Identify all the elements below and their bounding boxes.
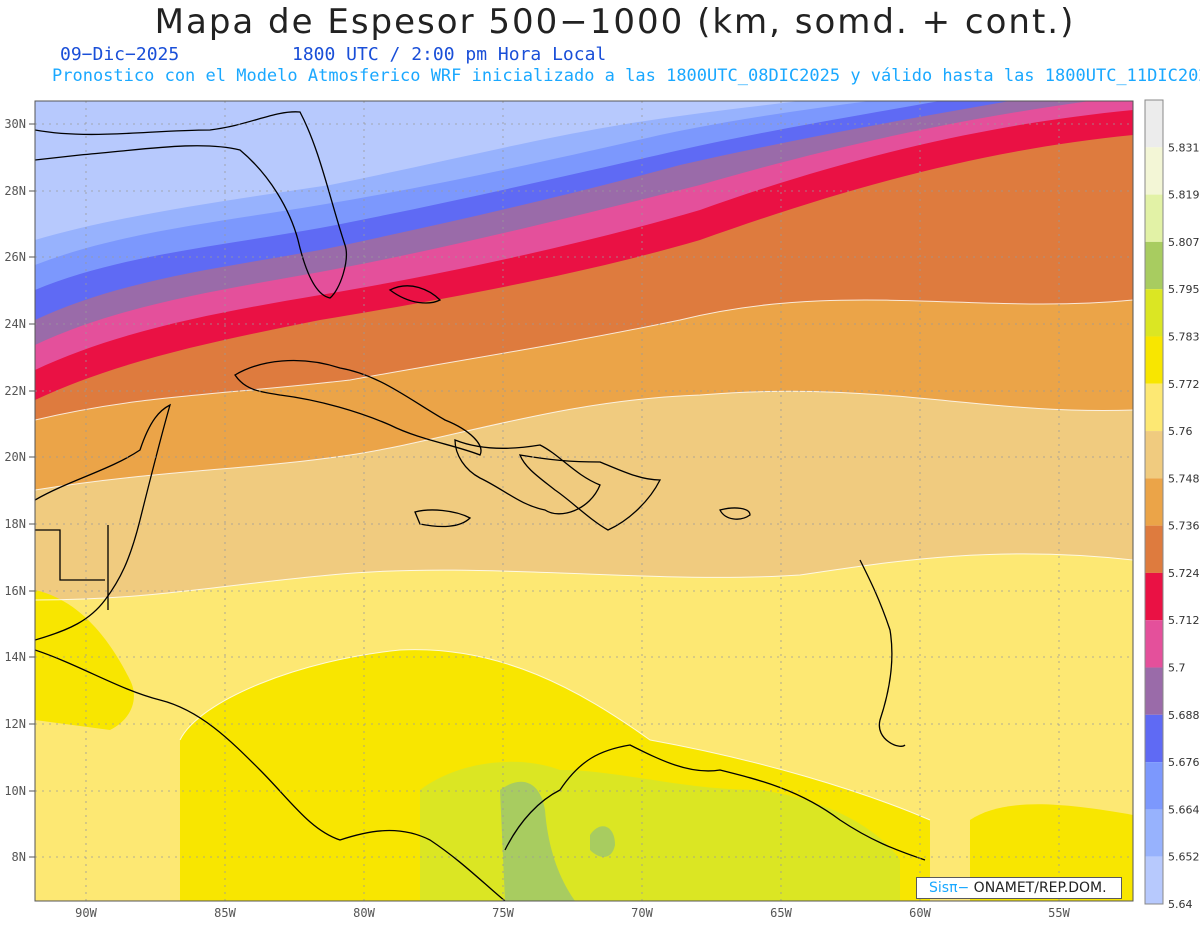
lon-label: 55W: [1048, 906, 1070, 920]
colorbar-swatch: [1145, 100, 1163, 148]
latitude-ticks: [29, 123, 35, 858]
colorbar-swatch: [1145, 431, 1163, 479]
lon-label: 70W: [631, 906, 653, 920]
colorbar-swatch: [1145, 809, 1163, 857]
colorbar-swatch: [1145, 762, 1163, 810]
forecast-date: 09−Dic−2025: [60, 44, 180, 65]
colorbar-level-label: 5.688: [1168, 709, 1200, 722]
colorbar-level-label: 5.64: [1168, 898, 1193, 911]
map-title: Mapa de Espesor 500−1000 (km, somd. + co…: [154, 2, 1076, 42]
colorbar-level-label: 5.772: [1168, 378, 1200, 391]
lon-label: 65W: [770, 906, 792, 920]
lat-label: 20N: [4, 450, 26, 464]
colorbar-swatch: [1145, 620, 1163, 668]
colorbar-swatch: [1145, 241, 1163, 290]
colorbar-level-label: 5.676: [1168, 756, 1200, 769]
colorbar-swatch: [1145, 525, 1163, 573]
colorbar-level-label: 5.712: [1168, 614, 1200, 627]
gridlines: [35, 101, 1133, 901]
credit-box: Sisπ− ONAMET/REP.DOM.: [916, 877, 1122, 899]
colorbar-swatch: [1145, 667, 1163, 715]
colorbar: 5.831 5.819 5.807 5.795 5.783 5.772 5.76 5.748 5…: [1144, 99, 1200, 911]
latitude-axis: 30N 28N 26N 24N 22N 20N 18N 16N 14N 12N …: [4, 117, 26, 864]
lat-label: 24N: [4, 317, 26, 331]
colorbar-swatch: [1145, 714, 1163, 763]
colorbar-level-label: 5.76: [1168, 425, 1193, 438]
colorbar-swatch: [1145, 289, 1163, 337]
colorbar-level-label: 5.7: [1168, 662, 1186, 675]
colorbar-level-label: 5.724: [1168, 567, 1200, 580]
forecast-time: 1800 UTC / 2:00 pm Hora Local: [292, 44, 607, 65]
colorbar-level-label: 5.783: [1168, 330, 1200, 343]
lat-label: 14N: [4, 650, 26, 664]
colorbar-swatch: [1145, 336, 1163, 384]
colorbar-swatch: [1145, 572, 1163, 621]
colorbar-frame: [1144, 99, 1164, 905]
longitude-axis: 90W 85W 80W 75W 70W 65W 60W 55W: [75, 906, 1070, 920]
map-frame: [34, 100, 1134, 902]
lat-label: 8N: [12, 850, 26, 864]
colorbar-level-label: 5.807: [1168, 236, 1200, 249]
lat-label: 28N: [4, 184, 26, 198]
lat-label: 22N: [4, 384, 26, 398]
colorbar-swatch: [1145, 194, 1163, 242]
colorbar-level-label: 5.831: [1168, 141, 1200, 154]
colorbar-level-label: 5.795: [1168, 283, 1200, 296]
colorbar-level-label: 5.819: [1168, 189, 1200, 202]
lon-label: 90W: [75, 906, 97, 920]
lat-label: 10N: [4, 784, 26, 798]
lon-label: 75W: [492, 906, 514, 920]
colorbar-level-label: 5.748: [1168, 472, 1200, 485]
colorbar-swatch: [1145, 478, 1163, 526]
contour-lines: [35, 299, 1133, 821]
colorbar-level-label: 5.736: [1168, 520, 1200, 533]
credit-brand: Sisπ−: [929, 880, 970, 896]
lat-label: 16N: [4, 584, 26, 598]
lon-label: 60W: [909, 906, 931, 920]
lat-label: 30N: [4, 117, 26, 131]
lon-label: 80W: [353, 906, 375, 920]
forecast-subtitle: Pronostico con el Modelo Atmosferico WRF…: [52, 66, 1200, 86]
coastlines: [35, 111, 926, 901]
colorbar-swatch: [1145, 147, 1163, 195]
lat-label: 12N: [4, 717, 26, 731]
colorbar-level-label: 5.664: [1168, 803, 1200, 816]
lat-label: 26N: [4, 250, 26, 264]
thickness-fill-layer: [35, 101, 1133, 901]
lat-label: 18N: [4, 517, 26, 531]
colorbar-level-label: 5.652: [1168, 851, 1200, 864]
lon-label: 85W: [214, 906, 236, 920]
colorbar-swatch: [1145, 383, 1163, 432]
credit-org: ONAMET/REP.DOM.: [969, 880, 1107, 896]
colorbar-swatch: [1145, 856, 1163, 904]
